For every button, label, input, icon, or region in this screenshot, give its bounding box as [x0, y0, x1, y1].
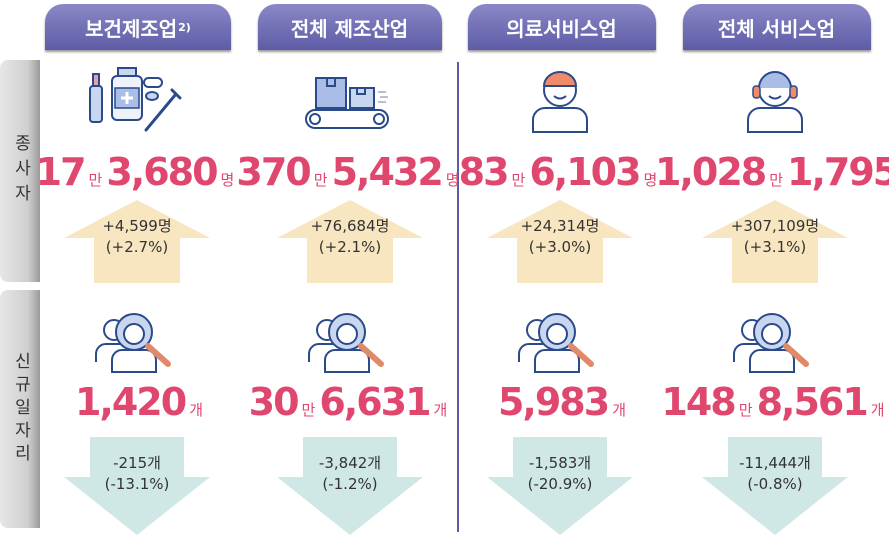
employees-change: +24,314명	[520, 217, 600, 235]
jobs-rate: (-0.8%)	[747, 475, 803, 493]
employees-rest: 5,432	[331, 150, 444, 194]
new-jobs-count: 5,983 개	[440, 380, 680, 424]
jobs-rest: 6,631	[319, 380, 431, 424]
column-header-label: 의료서비스업	[506, 16, 617, 41]
employees-change: +4,599명	[102, 217, 172, 235]
people-search-icon	[305, 310, 395, 380]
jobs-change: -3,842개	[318, 454, 382, 472]
down-arrow-icon: -11,444개 (-0.8%)	[700, 437, 850, 537]
person-unit: 명	[445, 171, 460, 189]
employees-count: 17 만 3,680 명	[17, 150, 257, 194]
section-divider	[457, 62, 459, 532]
jobs-man: 148	[661, 380, 736, 424]
row-label-text: 신규일자리	[10, 351, 31, 467]
employees-rate: (+2.1%)	[318, 238, 382, 256]
employees-rate: (+2.7%)	[105, 238, 169, 256]
jobs-rate: (-20.9%)	[527, 475, 593, 493]
conveyor-belt-icon	[300, 64, 400, 140]
row-label-employees: 종사자	[0, 60, 40, 282]
man-unit: 만	[738, 401, 753, 419]
column-header-tab: 전체 제조산업	[258, 4, 442, 50]
column-0: 17 만 3,680 명 +4,599명 (+2.7%) 1,420 개 -215개 (-1…	[36, 0, 237, 540]
employees-rest: 3,680	[106, 150, 218, 194]
column-2: 83 만 6,103 명 +24,314명 (+3.0%) 5,983 개 -1,583개…	[459, 0, 660, 540]
headset-worker-icon	[740, 64, 810, 140]
down-arrow-icon: -3,842개 (-1.2%)	[275, 437, 425, 537]
jobs-change: -215개	[113, 454, 161, 472]
employees-man: 17	[35, 150, 87, 194]
employees-man: 370	[236, 150, 311, 194]
up-arrow-icon: +76,684명 (+2.1%)	[275, 198, 425, 283]
column-header-label: 전체 제조산업	[290, 16, 409, 41]
man-unit: 만	[301, 401, 316, 419]
employees-rest: 6,103	[529, 150, 641, 194]
medical-products-icon	[82, 64, 192, 140]
new-jobs-count: 30 만 6,631 개	[230, 380, 470, 424]
column-header-label: 전체 서비스업	[717, 16, 836, 41]
jobs-rest: 8,561	[756, 380, 869, 424]
jobs-rate: (-1.2%)	[322, 475, 378, 493]
employees-rest: 1,795	[787, 150, 889, 194]
employees-change: +76,684명	[310, 217, 390, 235]
row-label-new-jobs: 신규일자리	[0, 290, 40, 528]
employees-rate: (+3.1%)	[743, 238, 807, 256]
person-unit: 명	[220, 171, 235, 189]
man-unit: 만	[313, 171, 328, 189]
employees-rate: (+3.0%)	[528, 238, 592, 256]
jobs-change: -11,444개	[739, 454, 811, 472]
job-unit: 개	[612, 401, 626, 419]
jobs-rate: (-13.1%)	[104, 475, 170, 493]
column-header-tab: 전체 서비스업	[683, 4, 871, 50]
up-arrow-icon: +24,314명 (+3.0%)	[485, 198, 635, 283]
footnote-marker: 2)	[178, 20, 191, 34]
column-header-tab: 보건제조업 2)	[45, 4, 231, 50]
person-unit: 명	[643, 171, 658, 189]
job-unit: 개	[870, 401, 885, 419]
job-unit: 개	[189, 401, 203, 419]
jobs-rest: 5,983	[497, 380, 610, 424]
employees-change: +307,109명	[730, 217, 820, 235]
employees-count: 370 만 5,432 명	[230, 150, 470, 194]
column-header-tab: 의료서비스업	[468, 4, 656, 50]
man-unit: 만	[88, 171, 103, 189]
man-unit: 만	[769, 171, 784, 189]
down-arrow-icon: -1,583개 (-20.9%)	[485, 437, 635, 537]
man-unit: 만	[511, 171, 526, 189]
jobs-man: 30	[248, 380, 300, 424]
employees-man: 1,028	[655, 150, 767, 194]
up-arrow-icon: +307,109명 (+3.1%)	[700, 198, 850, 283]
column-header-label: 보건제조업	[85, 16, 178, 41]
employees-count: 83 만 6,103 명	[440, 150, 680, 194]
employees-man: 83	[458, 150, 510, 194]
new-jobs-count: 1,420 개	[17, 380, 257, 424]
people-search-icon	[515, 310, 605, 380]
medical-worker-icon	[525, 64, 595, 140]
job-unit: 개	[433, 401, 448, 419]
jobs-change: -1,583개	[528, 454, 592, 472]
jobs-rest: 1,420	[74, 380, 187, 424]
down-arrow-icon: -215개 (-13.1%)	[62, 437, 212, 537]
people-search-icon	[92, 310, 182, 380]
new-jobs-count: 148 만 8,561 개	[655, 380, 889, 424]
up-arrow-icon: +4,599명 (+2.7%)	[62, 198, 212, 283]
column-1: 370 만 5,432 명 +76,684명 (+2.1%) 30 만 6,631 개 -3,…	[236, 0, 460, 540]
row-label-text: 종사자	[10, 133, 31, 209]
people-search-icon	[730, 310, 820, 380]
